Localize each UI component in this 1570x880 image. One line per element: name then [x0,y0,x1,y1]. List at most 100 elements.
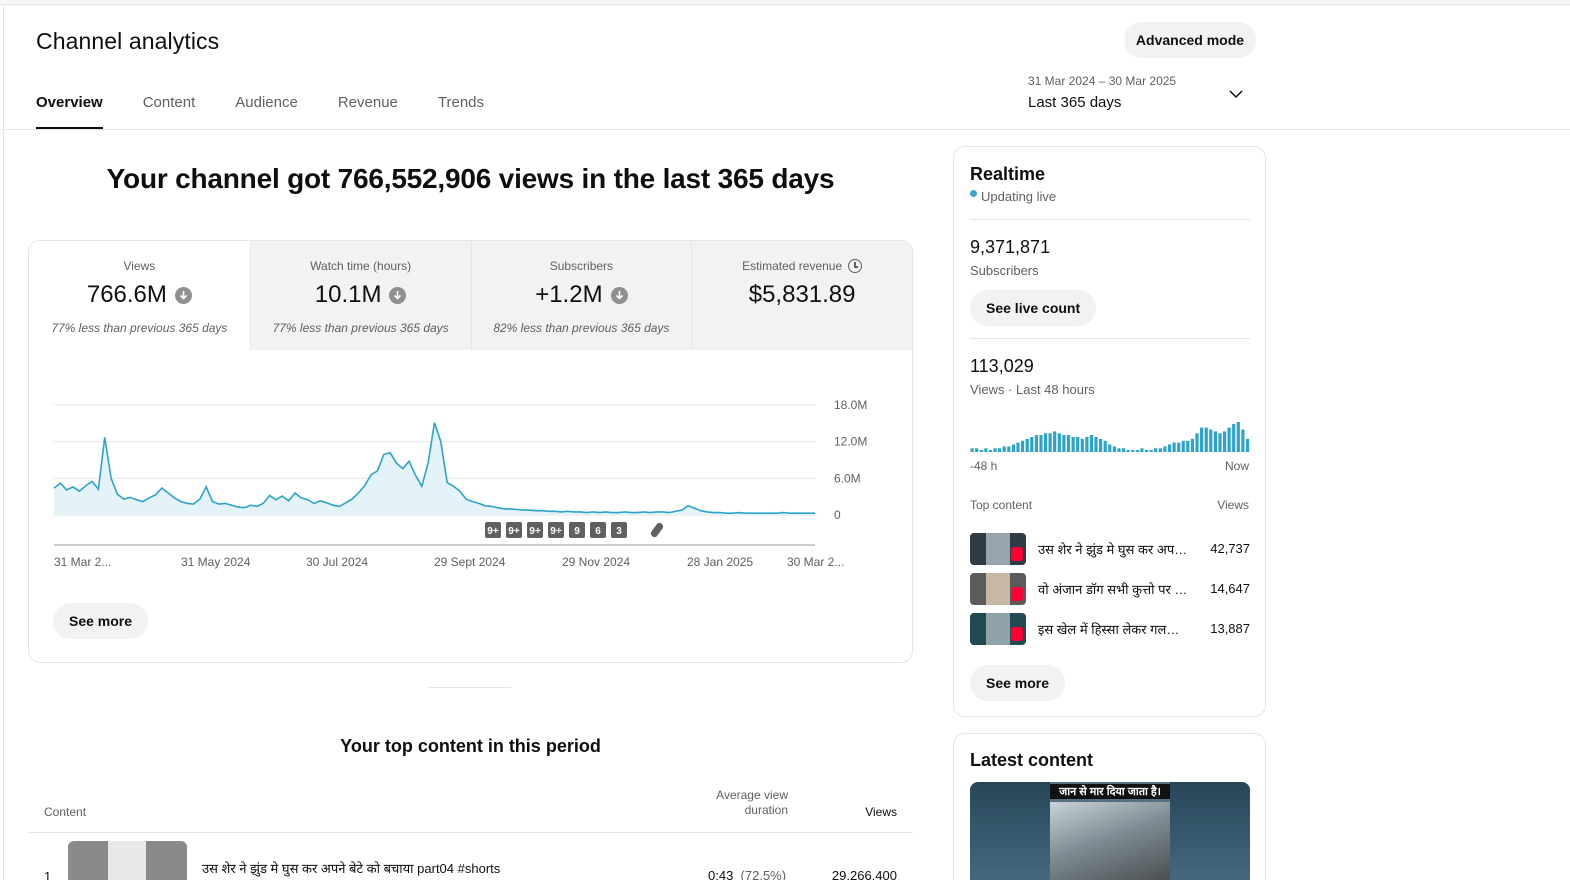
tab-overview[interactable]: Overview [36,94,103,129]
list-item[interactable]: वो अंजान डॉग सभी कुत्तो पर भारी 14,647 [970,573,1250,605]
tab-content[interactable]: Content [142,94,196,111]
realtime-bar[interactable] [1002,446,1006,452]
subscriber-label: Subscribers [970,263,1039,278]
see-live-count-button[interactable]: See live count [970,290,1097,326]
realtime-bar[interactable] [1043,433,1048,452]
realtime-bar[interactable] [1021,440,1025,452]
realtime-bar[interactable] [1149,450,1153,452]
video-views: 14,647 [1210,581,1250,596]
upload-marker-label: 6 [595,526,601,537]
realtime-bar[interactable] [1108,444,1112,453]
realtime-bar[interactable] [1112,446,1116,452]
realtime-see-more-button[interactable]: See more [970,665,1066,701]
tab-trends[interactable]: Trends [437,94,485,111]
realtime-bar[interactable] [1209,429,1213,453]
realtime-bar[interactable] [1241,429,1245,453]
realtime-bar[interactable] [1181,440,1185,452]
realtime-bar[interactable] [1034,435,1038,452]
metric-subscribers[interactable]: Subscribers +1.2M 82% less than previous… [470,241,692,350]
video-thumbnail[interactable] [68,841,187,880]
realtime-bar[interactable] [1245,438,1250,452]
metric-watch-time[interactable]: Watch time (hours) 10.1M 77% less than p… [249,241,471,350]
tab-revenue[interactable]: Revenue [337,94,398,111]
upload-marker[interactable] [548,522,564,538]
realtime-bar[interactable] [1167,444,1172,453]
column-avg-view-duration[interactable]: Average view duration [716,788,788,817]
list-item[interactable]: इस खेल में हिस्सा लेकर गलती कर दी 13,887 [970,613,1250,645]
realtime-bar[interactable] [1144,450,1149,452]
realtime-bar[interactable] [1172,442,1176,452]
upload-marker[interactable] [527,522,543,538]
realtime-bar[interactable] [1076,437,1080,452]
realtime-bar[interactable] [970,448,974,452]
realtime-bar[interactable] [1218,433,1222,452]
realtime-bar[interactable] [1186,440,1190,452]
realtime-bar[interactable] [1236,422,1240,452]
realtime-bar[interactable] [1053,431,1057,452]
realtime-bar[interactable] [1154,448,1158,452]
realtime-bar[interactable] [998,448,1002,452]
realtime-bar[interactable] [1089,435,1093,452]
realtime-bar[interactable] [1011,444,1015,453]
realtime-bar[interactable] [988,450,993,452]
column-content[interactable]: Content [44,805,87,819]
upload-marker[interactable] [611,522,627,538]
realtime-bar[interactable] [1066,435,1071,452]
table-header: Content Average view duration Views [28,788,913,833]
realtime-bar[interactable] [1062,435,1066,452]
realtime-bar[interactable] [1007,446,1011,452]
realtime-bar[interactable] [1204,427,1208,452]
tab-audience[interactable]: Audience [235,94,298,111]
realtime-bar[interactable] [1177,442,1181,452]
realtime-bar[interactable] [1131,450,1135,452]
realtime-bar[interactable] [975,448,979,452]
upload-marker[interactable] [569,522,585,538]
realtime-bar[interactable] [1223,431,1227,452]
upload-marker[interactable] [506,522,522,538]
realtime-bar[interactable] [1030,437,1034,452]
realtime-bar[interactable] [1200,427,1204,452]
realtime-bar[interactable] [1227,427,1231,452]
realtime-bar[interactable] [984,448,988,452]
realtime-bar[interactable] [1195,433,1199,452]
realtime-bar[interactable] [1135,450,1139,452]
table-row[interactable]: 1 उस शेर ने झुंड मे घुस कर अपने बेटे को … [28,833,913,880]
date-range-picker[interactable]: 31 Mar 2024 – 30 Mar 2025 Last 365 days [1028,74,1256,116]
see-more-button[interactable]: See more [53,603,149,639]
realtime-bar[interactable] [1117,448,1121,452]
advanced-mode-button[interactable]: Advanced mode [1124,22,1256,58]
realtime-bar[interactable] [1190,438,1194,452]
latest-video-thumbnail[interactable]: जान से मार दिया जाता है। [970,782,1250,880]
column-views[interactable]: Views [865,805,897,819]
realtime-bar[interactable] [993,448,997,452]
chevron-down-icon [1229,90,1243,99]
upload-marker[interactable] [485,522,501,538]
realtime-bar[interactable] [1039,435,1043,452]
realtime-bar[interactable] [979,450,983,452]
series-line[interactable] [53,422,815,514]
metric-estimated-revenue[interactable]: Estimated revenue $5,831.89 [691,241,912,350]
realtime-bar[interactable] [1099,438,1103,452]
realtime-bar[interactable] [1122,448,1126,452]
realtime-bar[interactable] [1048,433,1052,452]
realtime-bar[interactable] [1071,437,1075,452]
realtime-bar[interactable] [1085,437,1089,452]
realtime-bar[interactable] [1025,438,1029,452]
realtime-bar[interactable] [1126,450,1130,452]
realtime-bar[interactable] [1232,423,1236,452]
metric-views[interactable]: Views 766.6M 77% less than previous 365 … [29,241,250,350]
shorts-icon[interactable] [650,522,664,538]
realtime-bar[interactable] [1163,446,1167,452]
realtime-bar[interactable] [1094,437,1098,452]
realtime-bar[interactable] [1140,448,1144,452]
realtime-bar[interactable] [1016,442,1020,452]
list-item[interactable]: उस शेर ने झुंड मे घुस कर अपने बेटे को बच… [970,533,1250,565]
video-title[interactable]: उस शेर ने झुंड मे घुस कर अपने बेटे को बच… [202,861,501,876]
realtime-bar[interactable] [1158,448,1162,452]
realtime-bar[interactable] [1213,431,1217,452]
realtime-bar[interactable] [1080,438,1084,452]
realtime-bar[interactable] [1057,433,1061,452]
metric-value: 766.6M [29,281,250,309]
realtime-bar[interactable] [1103,440,1107,452]
upload-marker[interactable] [590,522,606,538]
